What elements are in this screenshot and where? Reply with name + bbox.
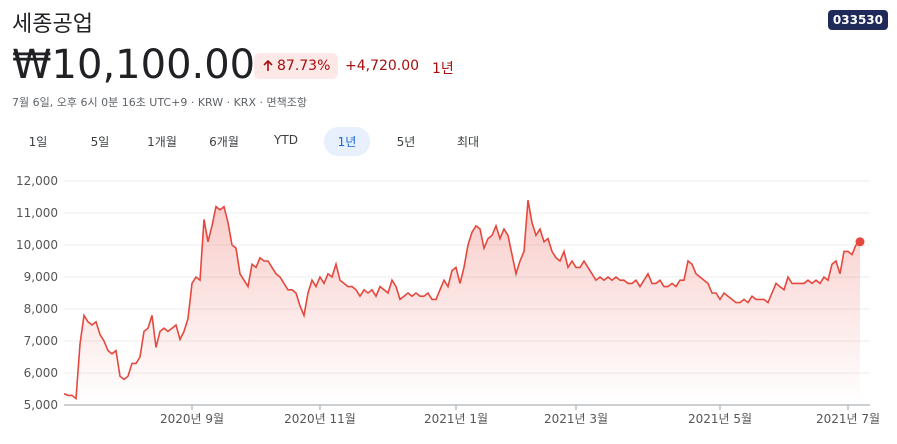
- stock-name: 세종공업: [12, 12, 93, 37]
- change-period: 1년: [432, 61, 454, 77]
- up-arrow: [263, 60, 273, 71]
- price-line: [63, 200, 861, 401]
- change-percent: 87.73%: [277, 58, 331, 74]
- x-tick-label: 2021년 3월: [544, 412, 608, 426]
- x-tick-label: 2021년 1월: [424, 412, 488, 426]
- range-tab[interactable]: 1일: [28, 135, 48, 149]
- y-tick-label: 5,000: [24, 398, 58, 412]
- change-badge: 87.73%: [254, 53, 339, 79]
- y-tick-label: 7,000: [24, 334, 58, 348]
- change-amount: +4,720.00: [345, 58, 420, 74]
- area: [64, 200, 860, 405]
- price: ₩10,100.00: [12, 42, 256, 88]
- range-tab[interactable]: 1년: [324, 127, 370, 156]
- quote-info: 7월 6일, 오후 6시 0분 16초 UTC+9 · KRW · KRX · …: [12, 96, 307, 109]
- x-tick-label: 2020년 11월: [284, 412, 356, 426]
- y-tick-label: 8,000: [24, 302, 58, 316]
- ticker-badge: 033530: [827, 10, 888, 30]
- range-tab[interactable]: 최대: [456, 135, 480, 149]
- range-tabs: 1일 5일 1개월 6개월 YTD 1년 5년 최대: [8, 127, 500, 156]
- range-tab[interactable]: 6개월: [209, 135, 239, 149]
- y-tick-label: 12,000: [16, 174, 58, 188]
- range-tab[interactable]: 5일: [90, 135, 110, 149]
- y-tick-label: 10,000: [16, 238, 58, 252]
- x-tick-label: 2021년 7월: [816, 412, 880, 426]
- range-tab[interactable]: YTD: [274, 133, 298, 147]
- current-point: [855, 237, 865, 247]
- chart: 5,000 6,000 7,000 8,000 9,000 10,000 11,000 12,…: [16, 174, 880, 426]
- y-tick-label: 6,000: [24, 366, 58, 380]
- y-tick-label: 11,000: [16, 206, 58, 220]
- range-tab[interactable]: 1개월: [147, 135, 177, 149]
- y-tick-label: 9,000: [24, 270, 58, 284]
- x-tick-label: 2020년 9월: [160, 412, 224, 426]
- x-tick-label: 2021년 5월: [688, 412, 752, 426]
- range-tab[interactable]: 5년: [396, 135, 416, 149]
